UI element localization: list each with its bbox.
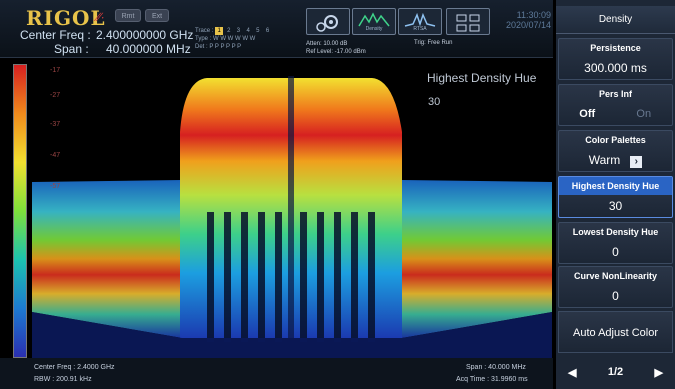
trace-number[interactable]: 4: [246, 28, 250, 34]
trace-label: Trace :: [195, 28, 214, 34]
menu-pager: ◀ 1/2 ▶: [558, 358, 673, 386]
curve-nonlinearity-value: 0: [612, 289, 619, 303]
highest-density-hue-value: 30: [608, 199, 623, 213]
footer-rbw: RBW : 200.91 kHz: [34, 376, 92, 383]
y-tick-label: -37: [50, 121, 61, 128]
density-color-scale: [13, 64, 27, 358]
softkey-menu: Density Persistence 300.000 ms Pers Inf …: [556, 0, 675, 389]
next-page-icon[interactable]: ▶: [654, 366, 663, 379]
span-value[interactable]: 40.000000 MHz: [106, 42, 191, 56]
curve-nonlinearity-label: Curve NonLinearity: [573, 271, 658, 281]
footer-span: Span : 40.000 MHz: [466, 364, 526, 371]
det-label: Det :: [195, 44, 208, 50]
rmt-button[interactable]: Rmt: [115, 9, 141, 22]
persistence-softkey[interactable]: Persistence 300.000 ms: [558, 38, 673, 80]
trace-number[interactable]: 2: [227, 28, 231, 34]
curve-nonlinearity-softkey[interactable]: Curve NonLinearity 0: [558, 266, 673, 308]
color-palettes-label: Color Palettes: [585, 135, 646, 145]
layout-icon: [456, 14, 480, 32]
y-tick-label: -47: [50, 152, 61, 159]
density-spectrum-plot[interactable]: [32, 62, 552, 358]
persistence-label: Persistence: [590, 43, 641, 53]
atten-value: Atten: 10.00 dB: [306, 41, 348, 47]
pers-inf-on-option[interactable]: On: [636, 108, 652, 120]
chevron-right-icon: ›: [630, 156, 643, 168]
center-freq-label: Center Freq :: [20, 28, 91, 42]
rtsa-mode-button[interactable]: RTSA: [398, 8, 442, 35]
y-tick-label: -57: [50, 183, 61, 190]
overlay-parameter-title: Highest Density Hue: [427, 71, 537, 85]
auto-adjust-color-button[interactable]: Auto Adjust Color: [558, 311, 673, 353]
persistence-value: 300.000 ms: [584, 61, 647, 75]
lowest-density-hue-softkey[interactable]: Lowest Density Hue 0: [558, 222, 673, 264]
trace-info[interactable]: Trace : 1 2 3 4 5 6 Type : W W W W W W D…: [195, 27, 271, 51]
atten-info: Atten: 10.00 dB Ref Level: -17.00 dBm: [306, 40, 366, 56]
ext-button[interactable]: Ext: [145, 9, 169, 22]
pers-inf-off-option[interactable]: Off: [579, 108, 596, 120]
prev-page-icon[interactable]: ◀: [568, 366, 577, 379]
settings-tool-button[interactable]: [306, 8, 350, 35]
density-spectrum-graphic: [32, 76, 552, 358]
lowest-density-hue-label: Lowest Density Hue: [572, 227, 659, 237]
trace-number[interactable]: 6: [265, 28, 270, 34]
type-label: Type :: [195, 36, 212, 42]
menu-title: Density: [556, 6, 675, 34]
trigger-info: Trig: Free Run: [414, 40, 453, 46]
pers-inf-softkey[interactable]: Pers Inf Off On: [558, 84, 673, 126]
color-palettes-value: Warm: [588, 153, 621, 167]
density-icon: [358, 12, 390, 27]
status-footer: Center Freq : 2.4000 GHz RBW : 200.91 kH…: [0, 358, 553, 389]
highest-density-hue-softkey[interactable]: Highest Density Hue 30: [558, 176, 673, 218]
rtsa-mode-label: RTSA: [413, 26, 427, 32]
rigol-logo: RIGOL: [26, 6, 106, 30]
det-value: P P P P P P: [209, 44, 242, 50]
color-palettes-softkey[interactable]: Color Palettes Warm ›: [558, 130, 673, 172]
layout-tool-button[interactable]: [446, 8, 490, 35]
rtsa-icon: [404, 12, 436, 27]
footer-center-freq: Center Freq : 2.4000 GHz: [34, 364, 115, 371]
color-palettes-select[interactable]: Warm ›: [559, 149, 672, 171]
page-indicator: 1/2: [607, 366, 624, 378]
gear-icon: [316, 15, 338, 32]
overlay-parameter-value: 30: [428, 96, 441, 108]
status-header: RIGOL ∕∕∙ Rmt Ext Center Freq : 2.400000…: [0, 0, 553, 58]
center-freq-value[interactable]: 2.400000000 GHz: [96, 28, 194, 42]
footer-acq-time: Acq Time : 31.9960 ms: [456, 376, 528, 383]
trace-number[interactable]: 1: [215, 27, 224, 35]
y-tick-label: -17: [50, 67, 61, 74]
date-value: 2020/07/14: [506, 20, 552, 30]
lowest-density-hue-value: 0: [612, 245, 619, 259]
type-value: W W W W W W: [213, 36, 256, 42]
span-label: Span :: [54, 42, 89, 56]
trace-number[interactable]: 3: [236, 28, 241, 34]
highest-density-hue-label: Highest Density Hue: [559, 177, 672, 195]
pers-inf-label: Pers Inf: [598, 89, 632, 99]
logo-mark-icon: ∕∕∙: [97, 10, 105, 24]
trace-number[interactable]: 5: [256, 28, 260, 34]
clock: 11:30:09 2020/07/14: [506, 10, 551, 30]
density-mode-button[interactable]: Density: [352, 8, 396, 35]
y-tick-label: -27: [50, 92, 61, 99]
ref-level-value: Ref Level: -17.00 dBm: [306, 49, 366, 55]
time-value: 11:30:09: [516, 10, 552, 20]
pers-inf-toggle[interactable]: Off On: [559, 103, 672, 125]
density-mode-label: Density: [365, 26, 383, 32]
